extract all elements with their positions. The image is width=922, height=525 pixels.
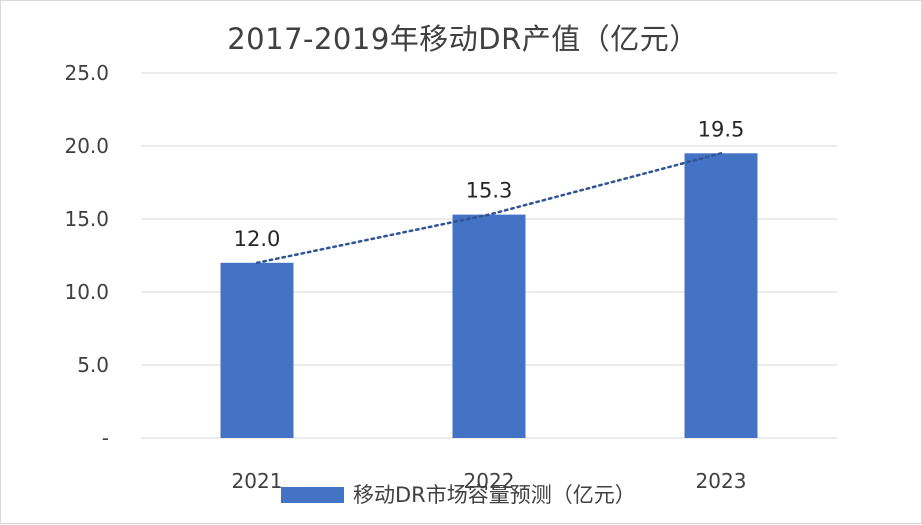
- data-label: 12.0: [234, 227, 281, 251]
- y-tick-label: 25.0: [64, 61, 109, 85]
- data-labels: 12.0 15.3 19.5: [234, 117, 745, 251]
- chart-title: 2017-2019年移动DR产值（亿元）: [227, 22, 699, 56]
- x-tick-label: 2021: [232, 469, 283, 493]
- x-axis-ticks: 2021 2022 2023: [232, 469, 747, 493]
- y-tick-label: 10.0: [64, 280, 109, 304]
- legend-swatch: [281, 487, 344, 503]
- legend: 移动DR市场容量预测（亿元）: [281, 483, 636, 507]
- x-tick-label: 2022: [464, 469, 515, 493]
- x-tick-label: 2023: [696, 469, 747, 493]
- bars: [220, 153, 758, 439]
- y-tick-label: 15.0: [64, 207, 109, 231]
- y-axis-ticks: - 5.0 10.0 15.0 20.0 25.0: [64, 61, 109, 450]
- y-tick-label: 20.0: [64, 134, 109, 158]
- bar: [684, 153, 758, 439]
- data-label: 19.5: [698, 117, 745, 141]
- bar: [452, 214, 526, 438]
- bar: [220, 262, 294, 438]
- legend-label: 移动DR市场容量预测（亿元）: [353, 483, 636, 507]
- trendline-path: [255, 152, 723, 265]
- data-label: 15.3: [466, 179, 513, 203]
- trendline: [255, 152, 723, 265]
- y-tick-label: 5.0: [77, 353, 109, 377]
- y-tick-label: -: [102, 426, 109, 450]
